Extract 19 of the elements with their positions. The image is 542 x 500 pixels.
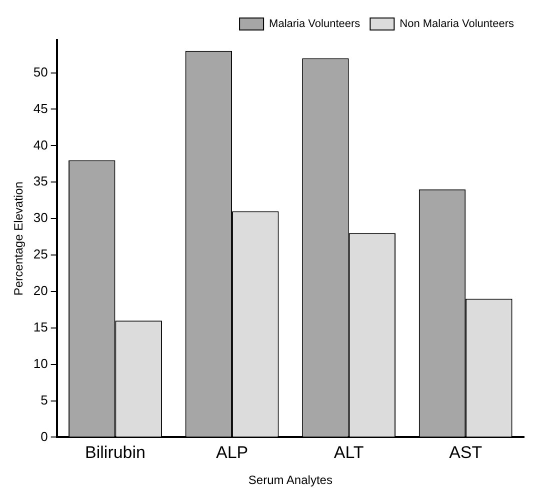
y-tick-label: 20 <box>33 283 48 298</box>
y-tick-label: 45 <box>33 100 48 116</box>
y-tick-label: 0 <box>40 428 48 444</box>
x-axis-title: Serum Analytes <box>248 473 332 488</box>
x-tick-label: ALT <box>334 443 364 462</box>
x-tick-label: Bilirubin <box>85 443 146 462</box>
y-tick-label: 5 <box>40 392 48 408</box>
y-tick-label: 35 <box>33 174 48 189</box>
x-tick-label: ALP <box>216 443 248 462</box>
y-tick-label: 25 <box>33 246 48 262</box>
legend-label: Non Malaria Volunteers <box>400 18 514 30</box>
y-tick-label: 30 <box>33 210 48 226</box>
y-tick-label: 10 <box>33 356 48 371</box>
y-tick-label: 40 <box>33 137 48 152</box>
x-tick-label: AST <box>449 443 482 462</box>
y-tick-label: 50 <box>33 64 48 80</box>
legend-label: Malaria Volunteers <box>269 18 361 30</box>
y-axis-title: Percentage Elevation <box>12 182 26 296</box>
y-tick-label: 15 <box>33 319 48 334</box>
